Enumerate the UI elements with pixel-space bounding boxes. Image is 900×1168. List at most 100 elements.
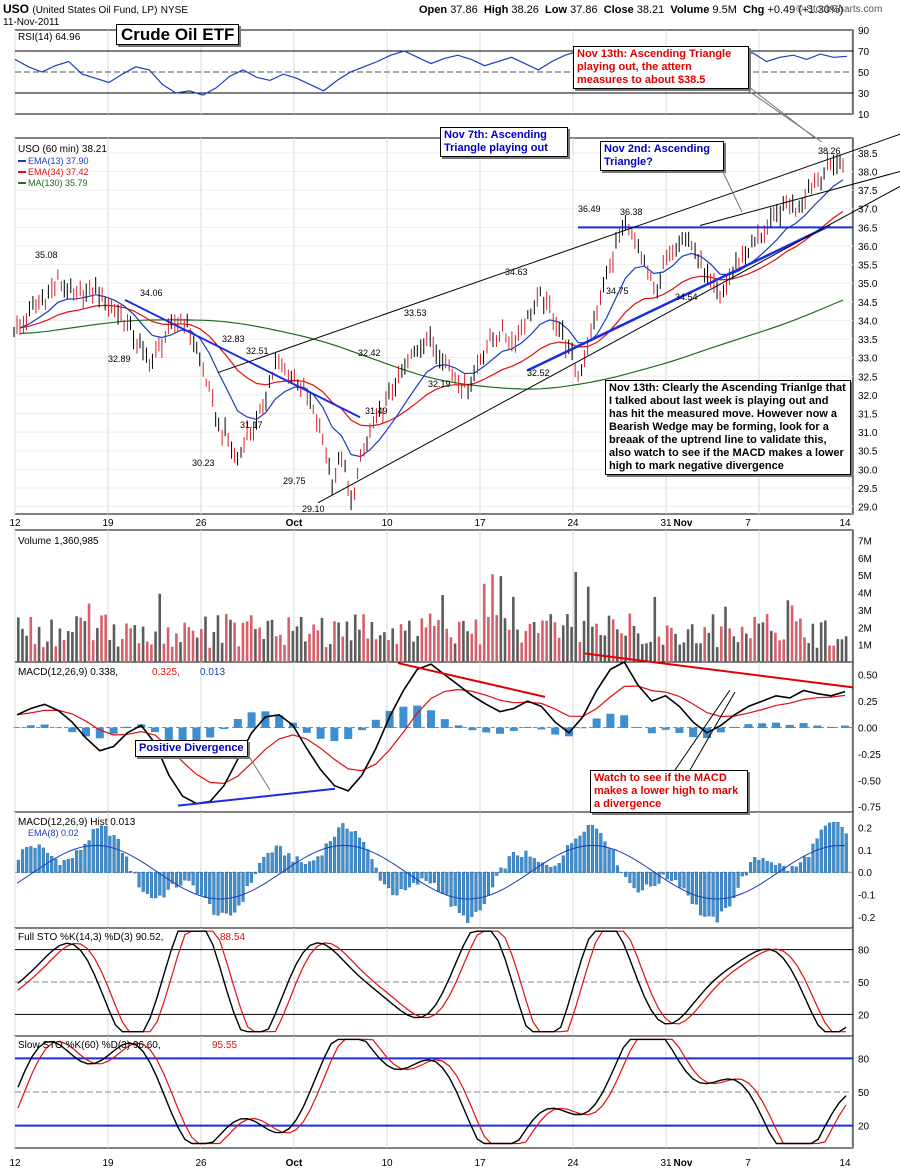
volume-bar <box>220 642 224 662</box>
hist-ema-line <box>16 844 845 900</box>
annotation-nov2: Nov 2nd: Ascending Triangle? <box>600 141 724 171</box>
fsto-k-line <box>17 930 847 1033</box>
hist-bar <box>216 872 220 916</box>
volume-bar <box>362 614 365 662</box>
volume-bar <box>674 633 677 662</box>
hist-bar <box>291 861 295 873</box>
macd-tick-label: -0.50 <box>858 776 881 787</box>
hist-bar <box>570 843 574 873</box>
ssto-k-line <box>17 1038 847 1145</box>
hist-bar <box>607 848 611 873</box>
price-data-label: 33.53 <box>404 308 427 318</box>
price-tick-label: 35.0 <box>858 279 878 290</box>
hist-bar <box>632 872 636 889</box>
triangle-support-line <box>526 224 831 372</box>
macd-hist-bar <box>68 727 77 733</box>
volume-bar <box>266 620 270 662</box>
hist-bar <box>158 872 162 896</box>
volume-title: Volume 1,360,985 <box>18 536 99 547</box>
hist-bar <box>391 872 395 895</box>
macd-hist-bar <box>634 727 642 728</box>
volume-tick-label: 6M <box>858 554 872 565</box>
macd-hist-bar <box>40 724 49 728</box>
macd-hist-bar <box>647 727 656 734</box>
hist-bar <box>615 865 619 873</box>
volume-bar <box>96 628 99 662</box>
hist-bar <box>183 872 187 881</box>
volume-bar <box>162 643 166 662</box>
price-data-label: 32.19 <box>428 379 451 389</box>
volume-bar <box>37 626 41 662</box>
hist-bar <box>740 872 744 877</box>
x-axis-label: 26 <box>195 518 207 529</box>
legend-label: MA(130) 35.79 <box>28 178 88 188</box>
macd-hist-bar <box>841 725 849 728</box>
volume-bar <box>616 629 619 662</box>
hist-bar <box>120 852 124 873</box>
volume-bar <box>229 619 232 662</box>
volume-bar <box>695 643 698 662</box>
hist-bar <box>104 826 108 873</box>
volume-tick-label: 1M <box>858 641 872 652</box>
volume-bar <box>279 634 282 662</box>
volume-bar <box>428 613 432 662</box>
volume-bar <box>17 617 20 662</box>
price-data-label: 32.51 <box>246 346 269 356</box>
hist-bar <box>125 856 129 873</box>
hist-bar <box>100 825 104 873</box>
legend-label: EMA(13) 37.90 <box>28 156 89 166</box>
volume-bar <box>33 644 37 662</box>
volume-bar <box>408 620 411 662</box>
volume-bar <box>749 638 752 662</box>
volume-bar <box>828 645 831 662</box>
ohlc-readout: Open 37.86 High 38.26 Low 37.86 Close 38… <box>419 4 844 16</box>
hist-bar <box>149 872 154 898</box>
annotation-nov13-triangle: Nov 13th: Ascending Triangle playing out… <box>573 46 749 89</box>
hist-bar <box>33 847 37 873</box>
price-data-label: 36.49 <box>578 204 601 214</box>
hist-bar <box>565 845 570 873</box>
volume-bar <box>782 639 786 662</box>
volume-bar <box>358 629 361 662</box>
price-data-label: 32.52 <box>527 368 550 378</box>
price-tick-label: 30.0 <box>858 465 878 476</box>
macd-hist-bar <box>551 727 560 735</box>
hist-bar <box>649 872 653 887</box>
price-data-label: 32.89 <box>108 354 131 364</box>
volume-tick-label: 3M <box>858 606 872 617</box>
hist-bar <box>645 872 649 885</box>
macd-hist-bar <box>592 718 601 728</box>
hist-bar <box>333 836 337 873</box>
hist-bar <box>823 825 827 873</box>
leader-line <box>739 84 823 143</box>
hist-bar <box>744 872 748 876</box>
fsto-tick-label: 50 <box>858 978 870 989</box>
hist-bar <box>790 865 794 873</box>
volume-bar <box>378 635 382 662</box>
hist-bar <box>549 866 553 873</box>
hist-bar <box>133 872 137 874</box>
hist-bar <box>620 871 624 873</box>
macd-signal-line <box>16 685 846 785</box>
price-data-label: 34.63 <box>505 267 528 277</box>
volume-bar <box>628 613 632 662</box>
hist-bar <box>578 835 582 873</box>
volume-bar <box>561 625 565 662</box>
x-axis-label: Oct <box>286 518 303 529</box>
chart-title-box: Crude Oil ETF <box>116 24 240 45</box>
hist-bar <box>353 831 357 873</box>
x-axis-label: 31 <box>660 1158 672 1168</box>
volume-bar <box>366 638 370 662</box>
price-tick-label: 37.0 <box>858 205 878 216</box>
hist-bar <box>437 872 441 892</box>
volume-bar <box>537 633 540 662</box>
hist-bar <box>224 872 228 914</box>
volume-bar <box>778 640 781 662</box>
hist-bar <box>457 872 461 913</box>
x-axis-label: 19 <box>102 1158 114 1168</box>
rsi-tick-label: 30 <box>858 89 870 100</box>
volume-bar <box>474 619 478 662</box>
hist-bar <box>129 870 133 873</box>
hist-bar <box>844 833 848 873</box>
hist-bar <box>528 856 532 873</box>
